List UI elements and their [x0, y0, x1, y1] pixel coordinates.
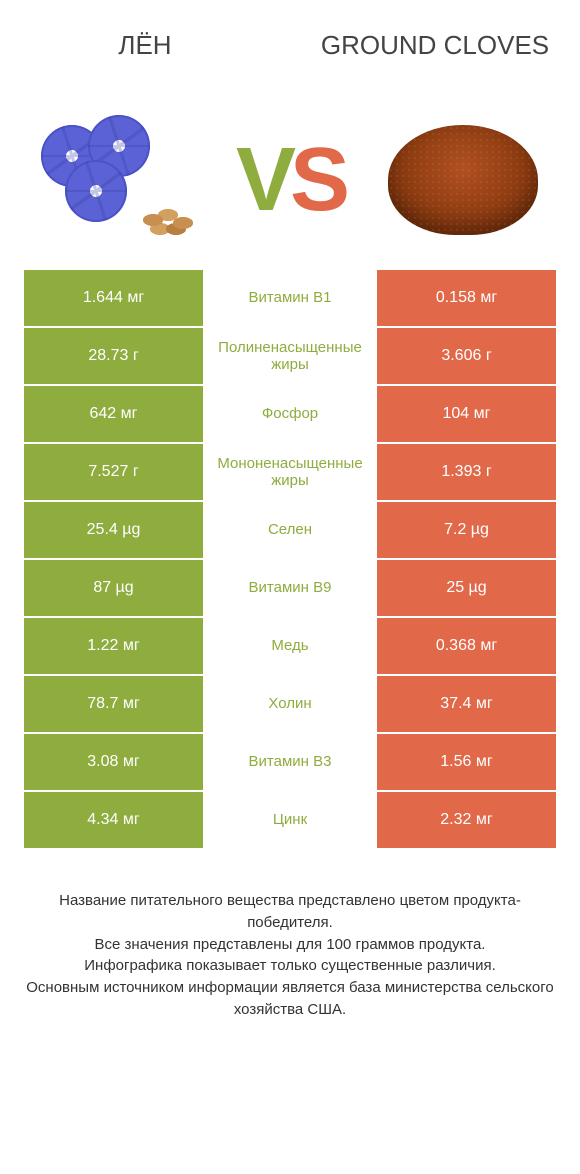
nutrient-label: Селен	[204, 502, 376, 558]
value-right: 37.4 мг	[376, 676, 556, 732]
value-left: 3.08 мг	[24, 734, 204, 790]
value-right: 104 мг	[376, 386, 556, 442]
table-row: 4.34 мгЦинк2.32 мг	[24, 792, 556, 848]
header: ЛЁН GROUND CLOVES	[0, 0, 580, 90]
value-right: 0.158 мг	[376, 270, 556, 326]
nutrient-label: Медь	[204, 618, 376, 674]
nutrient-label: Полиненасыщенные жиры	[204, 328, 376, 384]
value-left: 7.527 г	[24, 444, 204, 500]
table-row: 642 мгФосфор104 мг	[24, 386, 556, 442]
value-right: 1.56 мг	[376, 734, 556, 790]
vs-label: VS	[236, 129, 344, 232]
hero: VS	[0, 90, 580, 270]
value-left: 25.4 µg	[24, 502, 204, 558]
nutrient-label: Витамин B3	[204, 734, 376, 790]
footer-line: Основным источником информации является …	[20, 977, 560, 1021]
value-right: 25 µg	[376, 560, 556, 616]
value-right: 7.2 µg	[376, 502, 556, 558]
header-left: ЛЁН	[0, 0, 290, 90]
footer-notes: Название питательного вещества представл…	[0, 850, 580, 1021]
value-left: 78.7 мг	[24, 676, 204, 732]
table-row: 1.644 мгВитамин B10.158 мг	[24, 270, 556, 326]
nutrient-label: Витамин B1	[204, 270, 376, 326]
table-row: 7.527 гМононенасыщенные жиры1.393 г	[24, 444, 556, 500]
table-row: 87 µgВитамин B925 µg	[24, 560, 556, 616]
footer-line: Инфографика показывает только существенн…	[20, 955, 560, 977]
value-left: 1.644 мг	[24, 270, 204, 326]
value-left: 87 µg	[24, 560, 204, 616]
table-row: 3.08 мгВитамин B31.56 мг	[24, 734, 556, 790]
value-right: 2.32 мг	[376, 792, 556, 848]
flax-image	[30, 105, 205, 255]
footer-line: Все значения представлены для 100 граммо…	[20, 934, 560, 956]
footer-line: Название питательного вещества представл…	[20, 890, 560, 934]
value-left: 642 мг	[24, 386, 204, 442]
value-left: 4.34 мг	[24, 792, 204, 848]
nutrient-label: Фосфор	[204, 386, 376, 442]
comparison-table: 1.644 мгВитамин B10.158 мг28.73 гПолинен…	[0, 270, 580, 848]
nutrient-label: Мононенасыщенные жиры	[204, 444, 376, 500]
value-left: 28.73 г	[24, 328, 204, 384]
cloves-image	[375, 105, 550, 255]
value-right: 1.393 г	[376, 444, 556, 500]
vs-v: V	[236, 129, 290, 232]
table-row: 25.4 µgСелен7.2 µg	[24, 502, 556, 558]
vs-s: S	[290, 129, 344, 232]
nutrient-label: Витамин B9	[204, 560, 376, 616]
value-right: 3.606 г	[376, 328, 556, 384]
value-left: 1.22 мг	[24, 618, 204, 674]
nutrient-label: Холин	[204, 676, 376, 732]
nutrient-label: Цинк	[204, 792, 376, 848]
table-row: 1.22 мгМедь0.368 мг	[24, 618, 556, 674]
value-right: 0.368 мг	[376, 618, 556, 674]
header-right: GROUND CLOVES	[290, 0, 580, 90]
table-row: 28.73 гПолиненасыщенные жиры3.606 г	[24, 328, 556, 384]
table-row: 78.7 мгХолин37.4 мг	[24, 676, 556, 732]
